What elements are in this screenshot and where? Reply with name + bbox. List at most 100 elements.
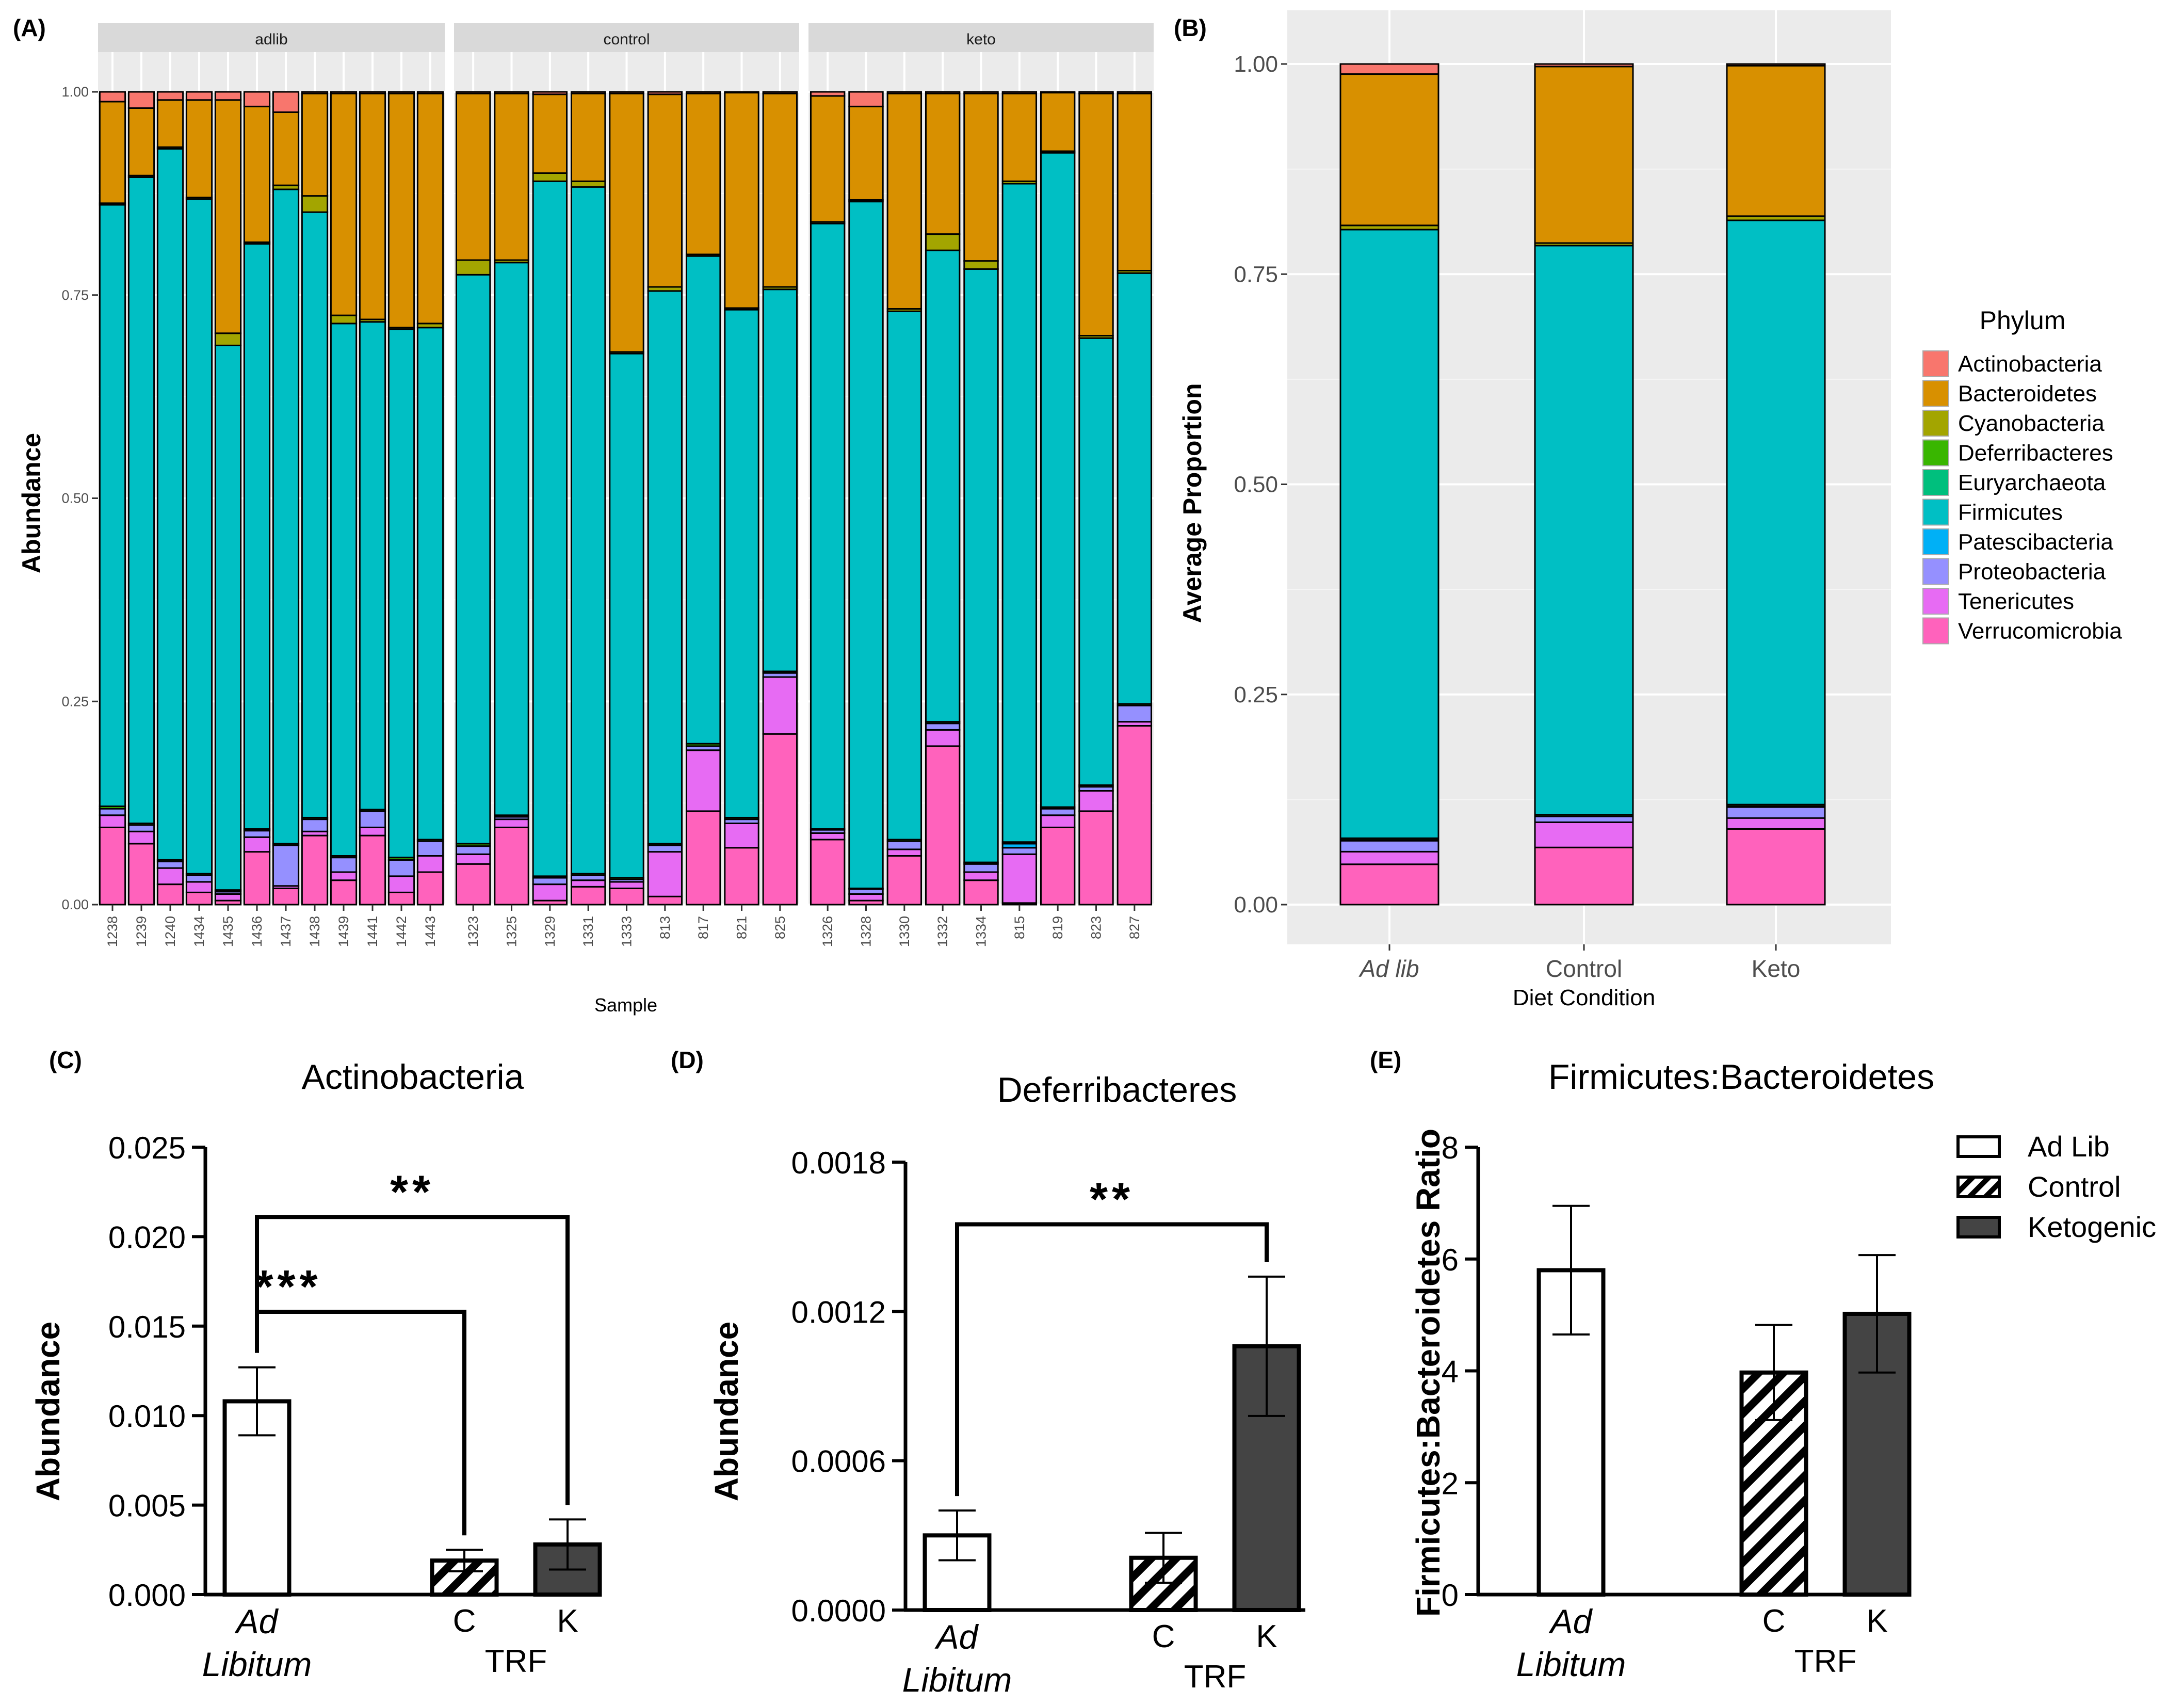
bar-segment [243,830,271,838]
x-tick-label: 1441 [365,916,380,947]
x-tick-label: Keto [1752,955,1801,982]
bar-segment [886,855,923,906]
legend-label: Actinobacteria [1958,351,2102,377]
bar-segment [243,836,271,853]
bar-segment [214,344,242,891]
bar-segment [387,92,415,329]
facet-strip [98,23,445,52]
legend-swatch [1922,350,1949,377]
bar-segment [1001,183,1038,843]
bar-segment [185,891,213,906]
x-tick-label: Control [1546,955,1622,982]
bar-segment [494,826,529,906]
x-tick-label: 1334 [974,916,989,947]
y-tick-label: 0.015 [108,1310,186,1344]
x-tick-label: K [1256,1619,1277,1654]
bar-segment [301,834,329,906]
bar-segment [810,95,846,223]
panel-d: (D) Deferribacteres 0.0000 0.0006 0.0012 0.00… [671,1047,1305,1699]
x-tick-label: 1434 [191,916,207,947]
bar-segment [359,92,386,320]
x-tick-label: 1439 [336,916,351,947]
x-axis-title: Sample [594,994,657,1016]
y-tick-label: 1.00 [1234,52,1278,77]
bar-segment [762,288,798,672]
bar-segment [810,91,846,97]
bar-segment [886,91,923,94]
bar-segment [1001,847,1038,855]
bar-segment [416,855,444,873]
bar-segment [214,99,242,334]
bar-segment [330,92,358,316]
bar-segment [647,290,683,845]
x-tick-label: 819 [1050,916,1065,939]
bar-segment [1339,863,1439,906]
bar-segment [762,676,798,735]
bar-segment [214,893,242,902]
bar-segment [416,92,444,325]
legend-swatch [1922,469,1949,496]
bar-segment [1001,92,1038,182]
x-tick-label: 1435 [220,916,236,947]
bar-segment [1117,91,1153,94]
legend-swatch [1922,588,1949,615]
legend-title: Phylum [1980,306,2066,335]
y-tick-label: 0.00 [1234,892,1278,918]
significance-bracket [255,1310,466,1536]
bar-segment [963,268,999,863]
bar-segment [685,92,721,255]
x-tick-label: 817 [695,916,711,939]
x-tick-label: K [1866,1603,1887,1639]
bar-segment [243,91,271,107]
bar-segment [963,863,999,873]
y-tick-label: 0.0006 [791,1444,886,1479]
bar-segment [330,314,358,325]
bar-segment [156,883,184,906]
bar-segment [647,851,683,897]
bar-segment [848,201,884,889]
group-label: TRF [1184,1659,1247,1695]
bar-segment [99,204,126,807]
bar-segment [609,881,644,890]
x-tick-label: 813 [657,916,673,939]
legend-swatch [1922,528,1949,555]
x-tick-label: 1332 [935,916,950,947]
bar-segment [214,91,242,101]
x-tick-label: 1330 [897,916,912,947]
bar-segment [724,309,759,818]
x-tick-label: Ad [234,1602,279,1640]
bar-segment [1534,245,1634,816]
x-tick-label: 827 [1127,916,1142,939]
bar-segment [848,91,884,107]
bar-segment [762,733,798,906]
legend-label: Control [2028,1170,2121,1203]
y-tick-label: 0.020 [108,1220,186,1254]
significance-bracket [955,1222,1269,1497]
x-tick-label: 1323 [465,916,481,947]
y-tick-label: 4 [1442,1355,1459,1389]
bar-segment [301,818,329,832]
bar-segment [570,886,606,906]
bar-segment [1534,63,1634,68]
bar-segment [359,810,386,828]
bar-segment [416,871,444,906]
bar-segment [647,895,683,906]
bar-segment [609,92,644,353]
bar-segment [1001,853,1038,904]
legend-swatch [1922,498,1949,526]
bar-segment [1040,814,1076,828]
bar-segment [1339,73,1439,227]
bar-segment [387,328,415,859]
legend-swatch [1956,1135,2001,1158]
panel-label: (D) [671,1047,704,1073]
bar-segment [685,255,721,745]
x-tick-label: 825 [772,916,788,939]
bar-segment [1726,65,1826,217]
bar-segment [99,808,126,816]
y-tick-label: 0.000 [108,1578,186,1613]
bar-segment [301,92,329,197]
bar-segment [243,105,271,243]
bar-segment [1117,704,1153,723]
bar-segment [647,93,683,288]
x-tick-label: 1331 [580,916,596,947]
